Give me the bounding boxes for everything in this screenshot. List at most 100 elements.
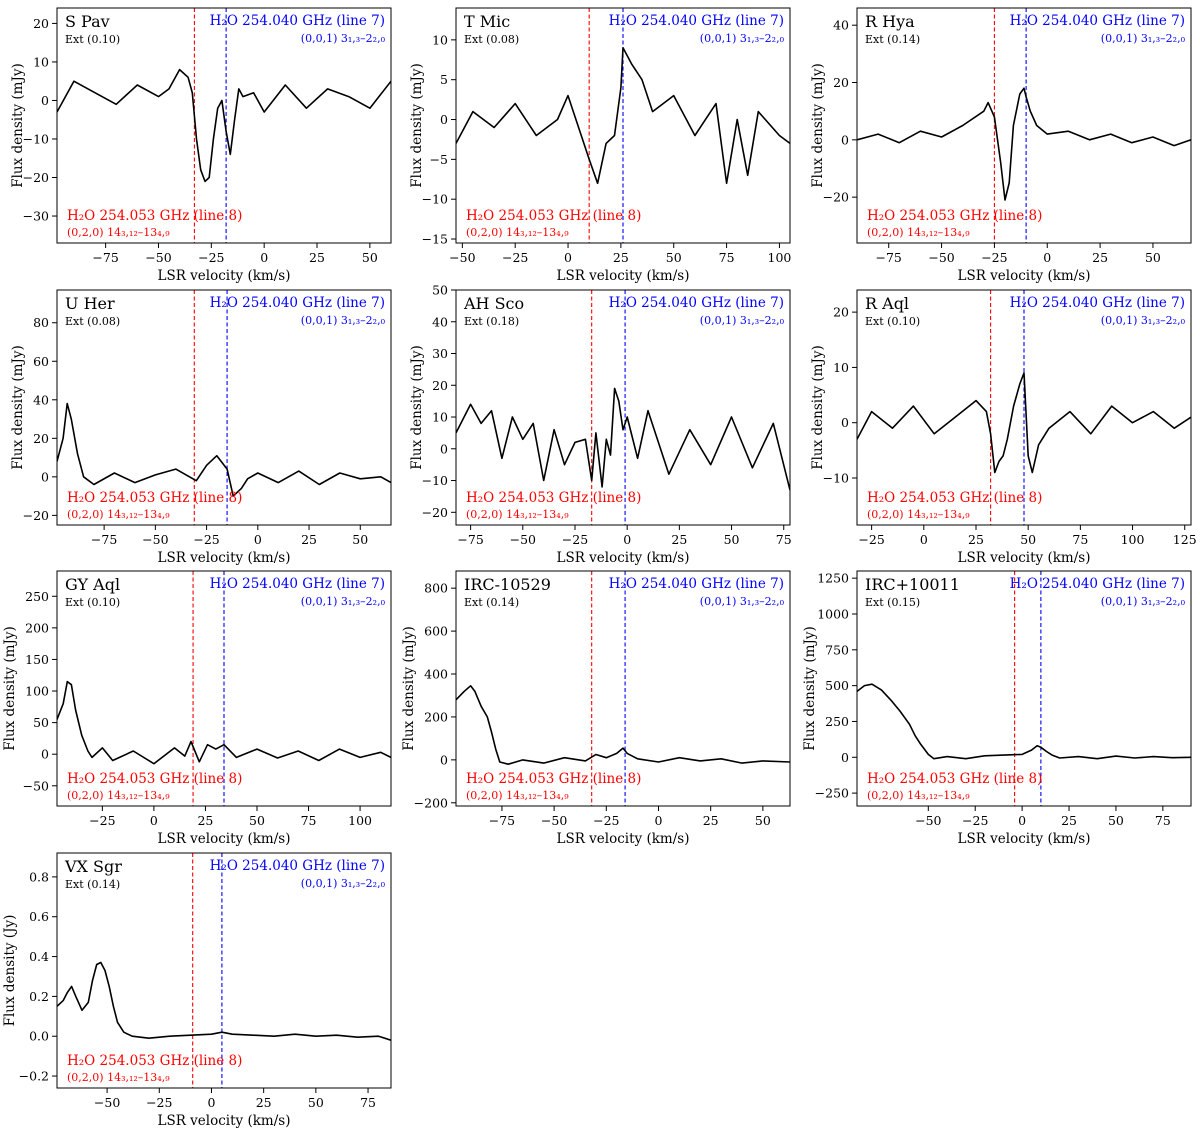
y-tick-label: 50 xyxy=(33,715,49,730)
x-tick-label: 25 xyxy=(301,532,317,547)
axes-frame xyxy=(56,570,392,807)
spectrum-line xyxy=(57,402,391,497)
y-tick-label: −50 xyxy=(23,778,49,793)
x-tick-label: 25 xyxy=(968,532,984,547)
x-axis-label: LSR velocity (km/s) xyxy=(958,268,1091,284)
y-axis-label: Flux density (mJy) xyxy=(409,63,425,188)
y-tick-label: 20 xyxy=(33,16,49,31)
extinction-label: Ext (0.10) xyxy=(65,596,120,609)
panel-r-hya: −75 −50 −25 0 25 50 −20 0 20 40 LSR velocity (km/s… xyxy=(810,7,1192,284)
y-axis-label: Flux density (mJy) xyxy=(2,626,18,751)
y-axis-label: Flux density (mJy) xyxy=(401,626,417,751)
x-tick-label: 25 xyxy=(1092,250,1108,265)
y-tick-label: 40 xyxy=(33,392,49,407)
y-axis-label: Flux density (mJy) xyxy=(802,626,818,751)
x-axis-label: LSR velocity (km/s) xyxy=(958,550,1091,566)
x-tick-label: 75 xyxy=(1072,532,1088,547)
y-tick-label: −10 xyxy=(23,131,49,146)
spectrum-line xyxy=(857,372,1191,474)
axes-frame xyxy=(455,289,791,526)
x-tick-label: 0 xyxy=(150,813,158,828)
y-tick-label: 1250 xyxy=(817,571,849,586)
y-tick-label: −20 xyxy=(422,505,448,520)
line8-label: H₂O 254.053 GHz (line 8) xyxy=(67,1053,242,1069)
line7-transition: (0,0,1) 3₁,₃–2₂,₀ xyxy=(1101,595,1186,608)
y-tick-label: 200 xyxy=(25,620,49,635)
line7-label: H₂O 254.040 GHz (line 7) xyxy=(1010,576,1185,592)
x-tick-label: 50 xyxy=(1145,250,1161,265)
line8-transition: (0,2,0) 14₃,₁₂–13₄,₉ xyxy=(67,226,170,239)
x-tick-label: 25 xyxy=(256,1095,272,1110)
x-tick-label: 50 xyxy=(308,1095,324,1110)
star-name: T Mic xyxy=(464,12,510,31)
line7-label: H₂O 254.040 GHz (line 7) xyxy=(210,295,385,311)
star-name: R Aql xyxy=(865,294,909,313)
x-tick-label: 100 xyxy=(768,250,792,265)
x-axis-label: LSR velocity (km/s) xyxy=(158,550,291,566)
y-tick-label: 1000 xyxy=(817,606,849,621)
x-tick-label: −25 xyxy=(502,250,528,265)
x-tick-label: 50 xyxy=(249,813,265,828)
x-tick-label: −50 xyxy=(449,250,475,265)
extinction-label: Ext (0.14) xyxy=(865,33,920,46)
star-name: GY Aql xyxy=(65,575,120,594)
line7-transition: (0,0,1) 3₁,₃–2₂,₀ xyxy=(301,877,386,890)
extinction-label: Ext (0.14) xyxy=(65,878,120,891)
y-axis-label: Flux density (mJy) xyxy=(10,63,26,188)
y-tick-label: 0.0 xyxy=(29,1029,49,1044)
y-tick-label: 10 xyxy=(833,360,849,375)
y-tick-label: 0 xyxy=(440,441,448,456)
y-tick-label: 40 xyxy=(833,18,849,33)
y-axis-label: Flux density (mJy) xyxy=(810,345,826,470)
line8-transition: (0,2,0) 14₃,₁₂–13₄,₉ xyxy=(466,226,569,239)
x-tick-label: 0 xyxy=(260,250,268,265)
x-tick-label: −25 xyxy=(562,532,588,547)
y-tick-label: 250 xyxy=(25,589,49,604)
x-tick-label: −25 xyxy=(962,813,988,828)
line7-transition: (0,0,1) 3₁,₃–2₂,₀ xyxy=(301,595,386,608)
x-tick-label: 100 xyxy=(1121,532,1145,547)
y-tick-label: −200 xyxy=(414,795,448,810)
panel-u-her: −75 −50 −25 0 25 50 −20 0 20 40 60 80 LSR velocity (… xyxy=(10,289,392,566)
y-tick-label: −250 xyxy=(815,786,849,801)
y-tick-label: 500 xyxy=(825,678,849,693)
y-tick-label: 10 xyxy=(432,410,448,425)
x-axis-label: LSR velocity (km/s) xyxy=(158,831,291,847)
y-tick-label: 100 xyxy=(25,684,49,699)
line7-label: H₂O 254.040 GHz (line 7) xyxy=(210,858,385,874)
x-tick-label: 125 xyxy=(1173,532,1197,547)
x-tick-label: 75 xyxy=(1155,813,1171,828)
y-tick-label: 750 xyxy=(825,642,849,657)
y-tick-label: −0.2 xyxy=(19,1069,49,1084)
line8-transition: (0,2,0) 14₃,₁₂–13₄,₉ xyxy=(867,226,970,239)
line8-label: H₂O 254.053 GHz (line 8) xyxy=(67,490,242,506)
x-tick-label: −25 xyxy=(981,250,1007,265)
star-name: IRC-10529 xyxy=(464,575,551,594)
star-name: R Hya xyxy=(865,12,915,31)
y-tick-label: 0 xyxy=(41,93,49,108)
y-tick-label: 250 xyxy=(825,714,849,729)
line8-transition: (0,2,0) 14₃,₁₂–13₄,₉ xyxy=(867,508,970,521)
panel-r-aql: −25 0 25 50 75 100 125 −10 0 10 20 LSR velocity (km… xyxy=(810,289,1197,566)
panel-irc-10529: −75 −50 −25 0 25 50 −200 0 200 400 600 800 LSR veloc… xyxy=(401,570,791,847)
y-tick-label: 0 xyxy=(41,747,49,762)
x-tick-label: 100 xyxy=(348,813,372,828)
spectrum-line xyxy=(57,961,391,1041)
axes-frame xyxy=(856,7,1192,244)
line8-label: H₂O 254.053 GHz (line 8) xyxy=(867,490,1042,506)
axes-frame xyxy=(455,570,791,807)
x-tick-label: 75 xyxy=(301,813,317,828)
y-tick-label: 20 xyxy=(432,378,448,393)
y-tick-label: 800 xyxy=(424,581,448,596)
spectrum-line xyxy=(456,684,790,766)
x-tick-label: 50 xyxy=(1108,813,1124,828)
y-tick-label: 0 xyxy=(440,112,448,127)
line8-transition: (0,2,0) 14₃,₁₂–13₄,₉ xyxy=(867,789,970,802)
x-axis-label: LSR velocity (km/s) xyxy=(557,268,690,284)
x-tick-label: 0 xyxy=(1018,813,1026,828)
panel-vx-sgr: −50 −25 0 25 50 75 −0.2 0.0 0.2 0.4 0.6 0.8 LSR velo… xyxy=(2,852,392,1129)
axes-frame xyxy=(856,289,1192,526)
spectrum-line xyxy=(456,46,790,185)
x-axis-label: LSR velocity (km/s) xyxy=(158,268,291,284)
